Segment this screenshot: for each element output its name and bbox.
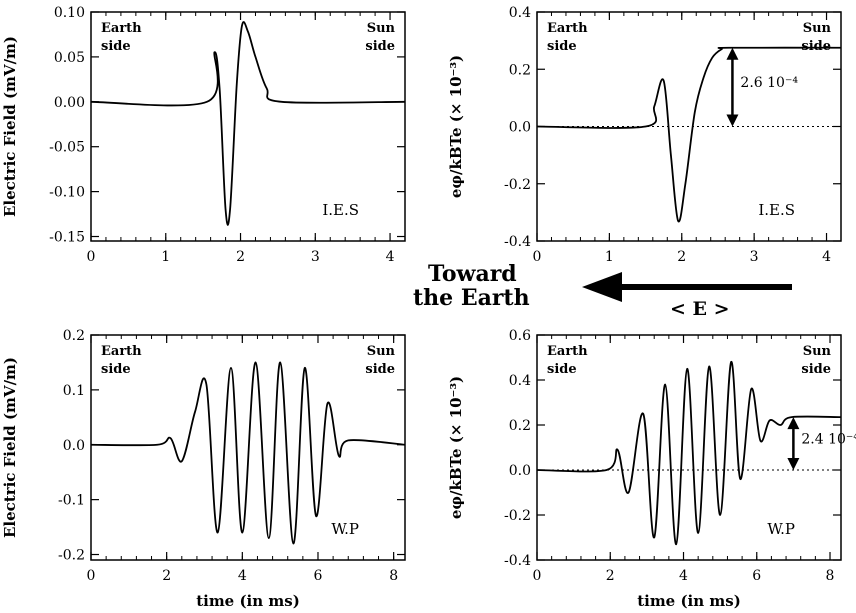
y-tick-label: -0.4 <box>504 234 531 250</box>
sun-side-label: side <box>365 362 395 377</box>
x-tick-label: 8 <box>826 568 835 584</box>
sun-side-label: Sun <box>803 344 832 359</box>
earth-side-label: side <box>101 362 131 377</box>
panel-top-right: 0 1 2 3 4 0.4 0.2 0.0 -0.2 -0.4 Earth side Sun side I.… <box>447 5 842 265</box>
y-axis-title: Electric Field (mV/m) <box>1 357 19 538</box>
earth-side-label: Earth <box>101 344 142 359</box>
sun-side-label: Sun <box>367 21 396 36</box>
x-tick-label: 0 <box>87 249 96 265</box>
mean-e-label: < E > <box>670 298 730 320</box>
panel-tag: I.E.S <box>322 201 359 219</box>
x-axis-title: time (in ms) <box>196 592 300 610</box>
arrow-down-icon <box>726 114 739 127</box>
x-tick-label: 1 <box>605 249 614 265</box>
panel-tag: W.P <box>767 520 795 538</box>
y-tick-label: 0.05 <box>54 50 85 66</box>
plot-frame <box>536 334 842 561</box>
arrow-up-icon <box>787 417 800 430</box>
earth-side-label: Earth <box>547 344 588 359</box>
y-tick-label: -0.4 <box>504 553 531 569</box>
y-axis-title: eφ/kBTe (× 10⁻³) <box>447 376 465 519</box>
x-tick-label: 0 <box>87 568 96 584</box>
y-tick-label: -0.10 <box>49 185 85 201</box>
data-series-line <box>536 46 842 223</box>
earth-side-label: side <box>101 39 131 54</box>
y-tick-label: 0.0 <box>509 120 531 136</box>
panel-bottom-right: 0 2 4 6 8 0.6 0.4 0.2 0.0 -0.2 -0.4 Earth side Sun sid… <box>447 328 856 610</box>
y-tick-label: -0.2 <box>504 508 531 524</box>
x-tick-label: 1 <box>161 249 170 265</box>
y-tick-label: 0.1 <box>63 383 85 399</box>
x-tick-label: 2 <box>236 249 245 265</box>
x-tick-label: 3 <box>750 249 759 265</box>
sun-side-label: Sun <box>367 344 396 359</box>
sun-side-label: Sun <box>803 21 832 36</box>
toward-text-line2: the Earth <box>413 285 530 311</box>
x-tick-label: 4 <box>386 249 395 265</box>
toward-text-line1: Toward <box>428 261 517 287</box>
earth-side-label: side <box>547 362 577 377</box>
sun-side-label: side <box>801 39 831 54</box>
y-tick-label: 0.6 <box>509 328 531 344</box>
y-tick-label: 0.2 <box>63 328 85 344</box>
panel-bottom-left: 0 2 4 6 8 0.2 0.1 0.0 -0.1 -0.2 Earth side Sun side W.… <box>1 328 406 610</box>
plot-frame <box>90 334 406 561</box>
x-tick-label: 4 <box>822 249 831 265</box>
x-tick-label: 0 <box>533 568 542 584</box>
data-series-line <box>90 361 406 545</box>
x-tick-label: 0 <box>533 249 542 265</box>
panel-top-left: 0 1 2 3 4 0.10 0.05 0.00 -0.05 -0.10 -0.15 Earth sid… <box>1 5 406 265</box>
y-tick-label: -0.05 <box>49 140 85 156</box>
x-tick-label: 4 <box>238 568 247 584</box>
x-tick-label: 2 <box>677 249 686 265</box>
y-tick-label: 0.4 <box>509 373 531 389</box>
data-series-line <box>536 361 842 546</box>
arrow-down-icon <box>787 458 800 470</box>
y-tick-label: -0.15 <box>49 230 85 246</box>
y-tick-label: -0.2 <box>504 177 531 193</box>
y-axis-title: Electric Field (mV/m) <box>1 36 19 217</box>
arrow-up-icon <box>726 47 739 60</box>
earth-side-label: Earth <box>547 21 588 36</box>
y-tick-label: 0.2 <box>509 62 531 78</box>
panel-tag: I.E.S <box>758 201 795 219</box>
left-arrow-icon <box>582 272 792 302</box>
x-tick-label: 3 <box>311 249 320 265</box>
y-tick-label: -0.2 <box>58 548 85 564</box>
x-axis-title: time (in ms) <box>637 592 741 610</box>
sun-side-label: side <box>365 39 395 54</box>
jump-annotation: 2.4 10⁻⁴ <box>801 432 856 448</box>
y-tick-label: 0.4 <box>509 5 531 21</box>
y-tick-label: 0.0 <box>509 463 531 479</box>
x-tick-label: 2 <box>162 568 171 584</box>
y-tick-label: 0.10 <box>54 5 85 21</box>
data-series-line <box>90 21 406 226</box>
sun-side-label: side <box>801 362 831 377</box>
y-tick-label: -0.1 <box>58 493 85 509</box>
y-tick-label: 0.0 <box>63 438 85 454</box>
earth-side-label: Earth <box>101 21 142 36</box>
plot-frame <box>90 11 406 242</box>
earth-side-label: side <box>547 39 577 54</box>
x-tick-label: 8 <box>389 568 398 584</box>
x-tick-label: 2 <box>606 568 615 584</box>
y-tick-label: 0.00 <box>54 95 85 111</box>
x-tick-label: 6 <box>314 568 323 584</box>
x-tick-label: 6 <box>752 568 761 584</box>
x-tick-label: 4 <box>679 568 688 584</box>
panel-tag: W.P <box>331 520 359 538</box>
y-axis-title: eφ/kBTe (× 10⁻³) <box>447 55 465 198</box>
jump-annotation: 2.6 10⁻⁴ <box>740 75 798 91</box>
y-tick-label: 0.2 <box>509 418 531 434</box>
